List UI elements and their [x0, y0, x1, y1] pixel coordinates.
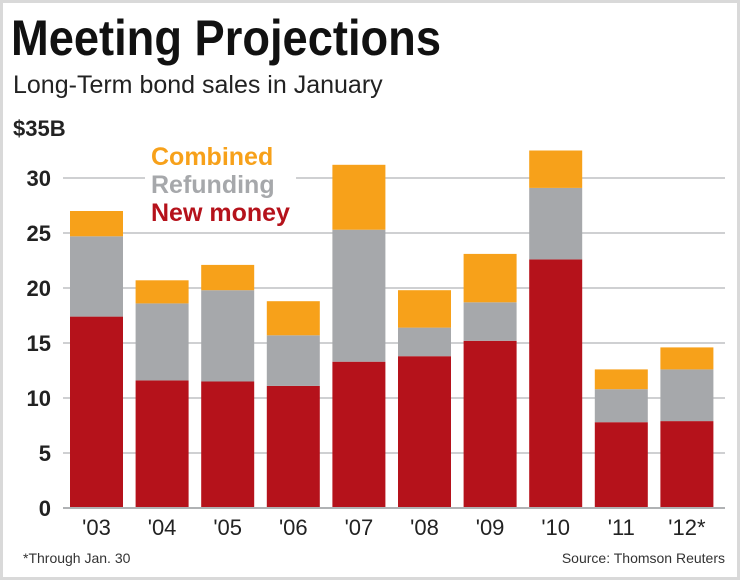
bar-refunding [463, 302, 517, 341]
legend-new-money: New money [151, 199, 290, 227]
y-tick-label: 5 [39, 441, 51, 466]
x-tick-label: '05 [213, 515, 242, 540]
y-tick-label: 25 [27, 221, 51, 246]
y-tick-label: 0 [39, 496, 51, 521]
bar-combined [70, 211, 123, 237]
bar-combined [398, 290, 451, 328]
bar-combined [266, 301, 320, 336]
bar-new-money [529, 259, 583, 508]
bar-combined [201, 264, 255, 291]
bar-new-money [463, 340, 517, 508]
legend-combined: Combined [151, 143, 273, 171]
bar-new-money [266, 385, 320, 508]
x-tick-label: '11 [608, 515, 635, 540]
x-tick-label: '10 [541, 515, 570, 540]
x-tick-label: '07 [345, 515, 374, 540]
bar-refunding [135, 303, 189, 381]
bar-refunding [594, 389, 648, 423]
legend-background [145, 143, 297, 227]
x-tick-label: '06 [279, 515, 308, 540]
bar-refunding [529, 187, 583, 260]
bar-new-money [660, 421, 714, 508]
bar-combined [463, 253, 517, 303]
bar-new-money [201, 381, 255, 508]
x-tick-label: '04 [148, 515, 177, 540]
y-tick-label: 15 [27, 331, 51, 356]
bar-new-money [398, 356, 451, 508]
bar-refunding [70, 236, 123, 317]
bar-refunding [660, 369, 714, 422]
chart-subtitle: Long-Term bond sales in January [13, 71, 383, 99]
bar-new-money [332, 361, 386, 508]
bar-combined [135, 280, 189, 304]
source-note: Source: Thomson Reuters [562, 550, 725, 566]
bar-new-money [135, 380, 189, 508]
x-tick-label: '08 [410, 515, 439, 540]
footnote: *Through Jan. 30 [23, 550, 131, 566]
bar-refunding [201, 290, 255, 382]
x-tick-label: '03 [82, 515, 111, 540]
bar-combined [660, 347, 714, 370]
y-tick-label: 10 [27, 386, 51, 411]
stacked-bar-chart: Meeting Projections Long-Term bond sales… [11, 10, 725, 566]
bar-combined [332, 164, 386, 230]
bar-new-money [70, 316, 123, 508]
bar-refunding [266, 335, 320, 386]
bar-combined [594, 369, 648, 390]
y-tick-label: 20 [27, 276, 51, 301]
chart-title: Meeting Projections [11, 10, 441, 66]
y-top-label: $35B [13, 116, 66, 141]
bar-refunding [398, 327, 451, 357]
bar-combined [529, 150, 583, 188]
bar-new-money [594, 422, 648, 508]
x-tick-label: '09 [476, 515, 505, 540]
x-tick-label: '12* [668, 515, 706, 540]
legend-refunding: Refunding [151, 171, 275, 199]
y-tick-label: 30 [27, 166, 51, 191]
bar-refunding [332, 229, 386, 362]
